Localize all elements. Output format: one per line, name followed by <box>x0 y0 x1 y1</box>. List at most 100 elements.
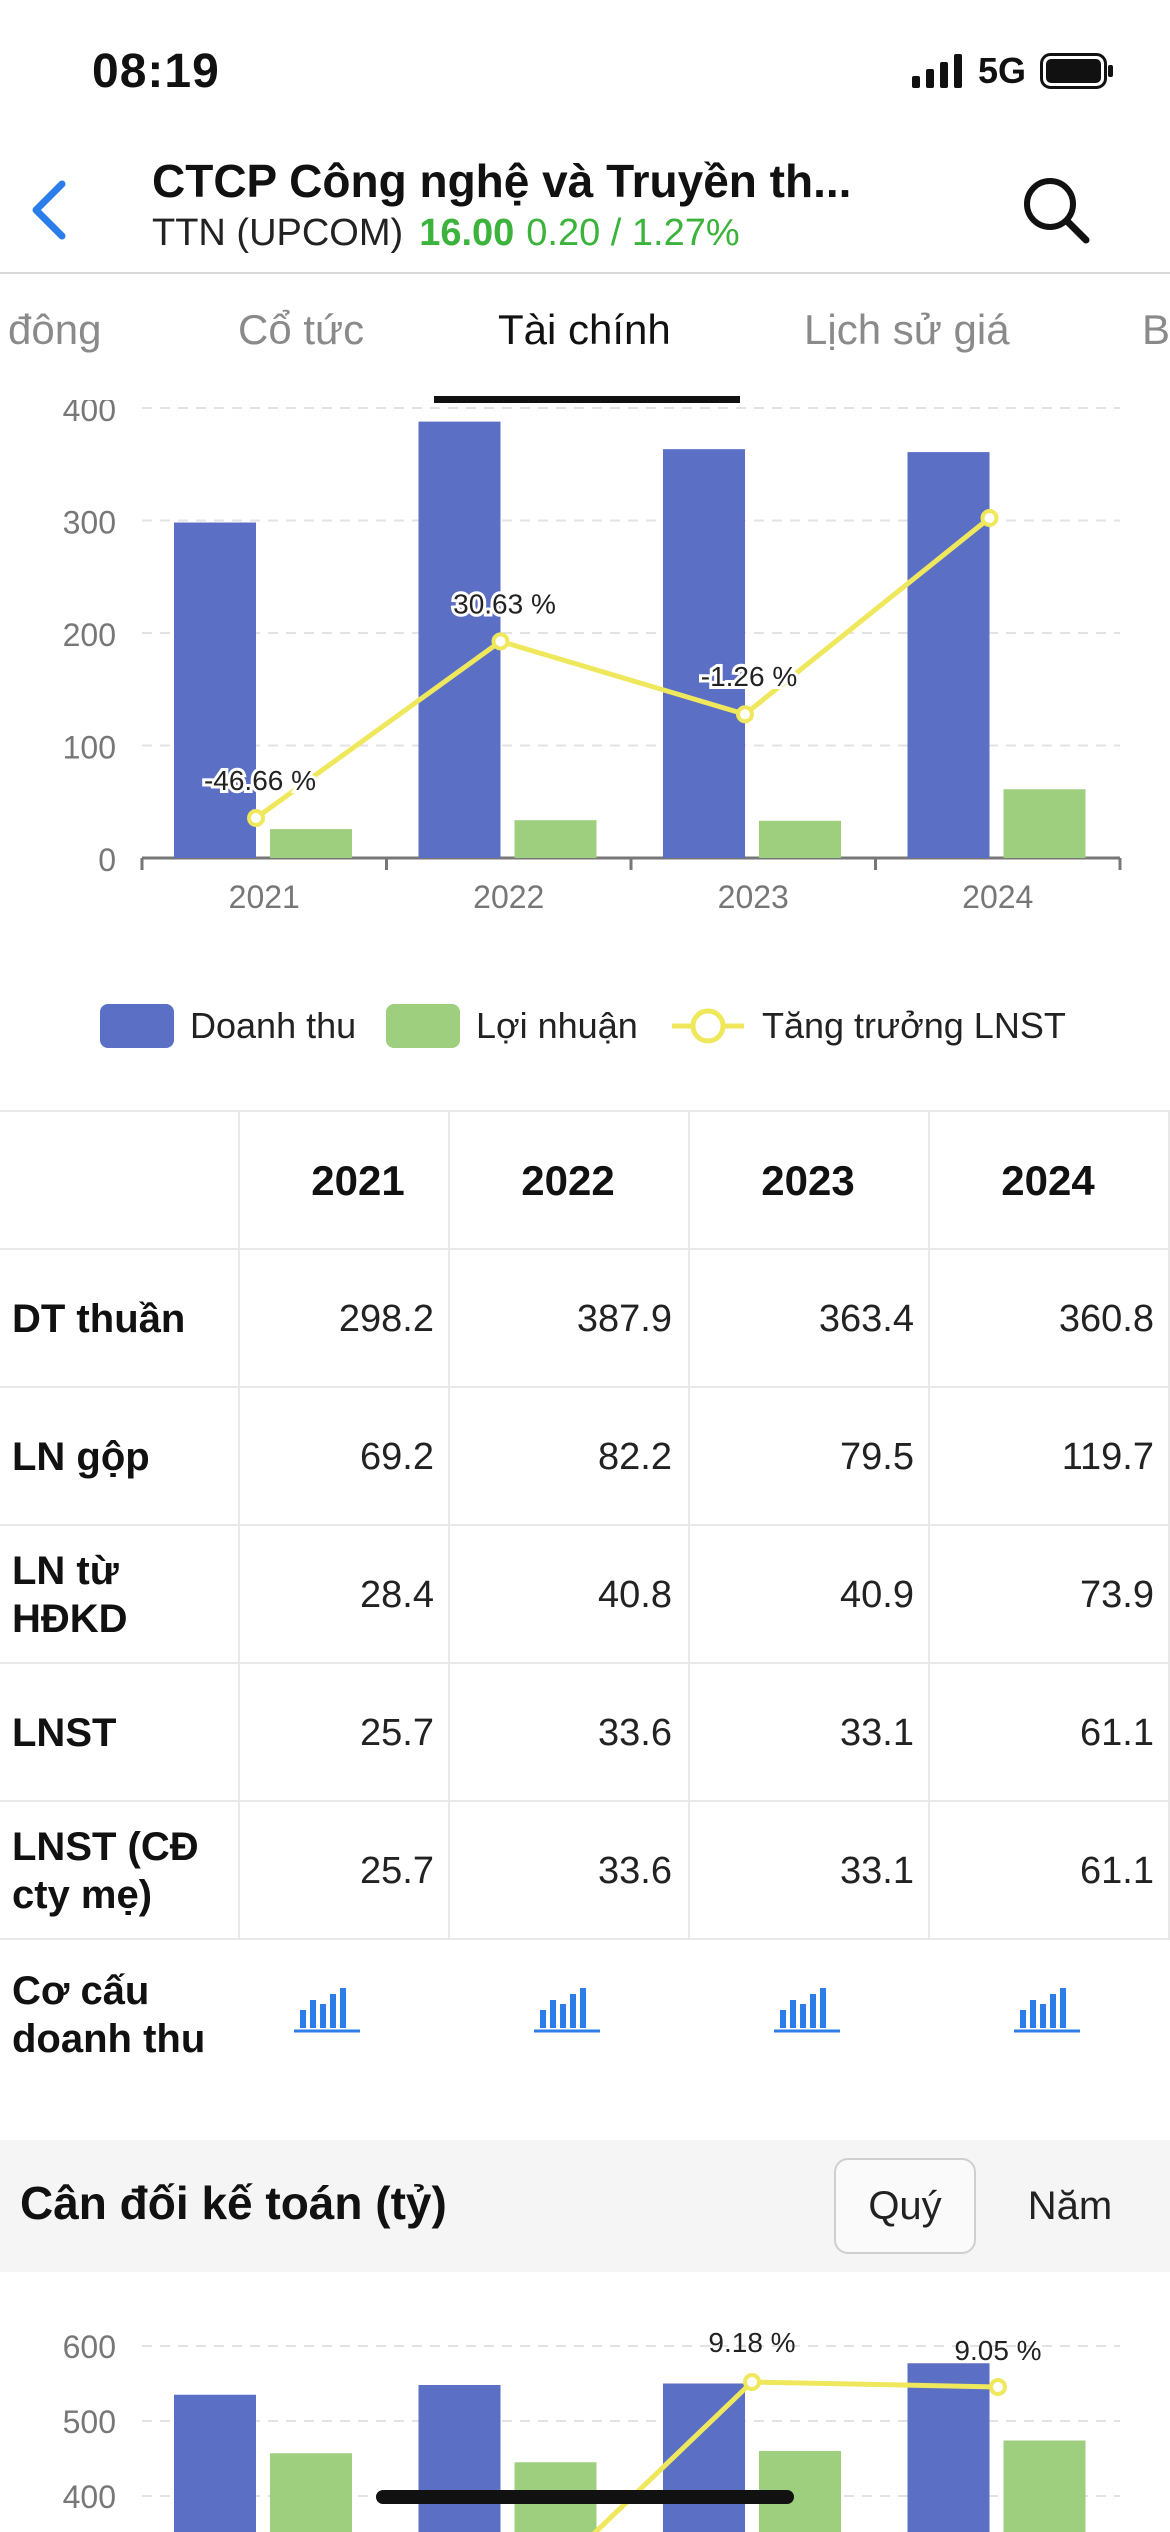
revenue-bar <box>174 522 256 858</box>
legend-growth[interactable]: Tăng trưởng LNST <box>670 1004 1066 1048</box>
tab-dividends[interactable]: Cổ tức <box>238 306 365 353</box>
table-cell: 25.7 <box>360 1711 434 1754</box>
table-cell: 298.2 <box>338 1297 434 1340</box>
table-cell: 387.9 <box>576 1297 672 1340</box>
tab-more[interactable]: B <box>1142 306 1170 353</box>
tab-financials[interactable]: Tài chính <box>498 306 671 353</box>
table-row: LNST 25.7 33.6 33.1 61.1 <box>0 1664 1170 1802</box>
status-icons: 5G <box>911 50 1114 92</box>
table-cell: 360.8 <box>1058 1297 1154 1340</box>
status-bar: 08:19 5G <box>0 0 1170 150</box>
growth-data-label: 9.18 % <box>708 2327 795 2358</box>
table-cell: 33.1 <box>840 1849 914 1892</box>
table-cell: 73.9 <box>1080 1573 1154 1616</box>
growth-data-label: 9.05 % <box>954 2335 1041 2366</box>
revenue-swatch <box>100 1004 174 1048</box>
income-chart: 0 100 200 300 400 2021 2022 2023 2024 -46.66 % 30.… <box>63 400 1122 915</box>
y-tick-label: 100 <box>63 730 116 766</box>
growth-line <box>254 516 992 821</box>
balance-sheet-section: Cân đối kế toán (tỷ) Quý Năm <box>0 2140 1170 2272</box>
quote-line: TTN (UPCOM) 16.00 0.20 / 1.27% <box>152 212 740 255</box>
bar-chart-icon[interactable] <box>772 1984 842 2034</box>
growth-point <box>736 705 754 724</box>
stock-header: CTCP Công nghệ và Truyền th... TTN (UPCO… <box>0 150 1170 274</box>
revenue-bar <box>418 421 501 858</box>
profit-bar <box>270 829 352 858</box>
y-tick-label: 400 <box>63 400 116 428</box>
search-icon <box>1024 178 1090 244</box>
growth-point <box>743 2373 761 2391</box>
bar-chart-icon[interactable] <box>532 1984 602 2034</box>
profit-bar <box>514 820 597 858</box>
quarter-button[interactable]: Quý <box>834 2158 976 2254</box>
x-tick-label: 2021 <box>229 879 300 915</box>
table-row: LNST (CĐ cty mẹ) 25.7 33.6 33.1 61.1 <box>0 1802 1170 1940</box>
x-tick-label: 2022 <box>473 879 544 915</box>
table-cell: 33.6 <box>598 1711 672 1754</box>
table-cell: 33.1 <box>840 1711 914 1754</box>
legend-revenue-label: Doanh thu <box>190 1005 357 1046</box>
row-label: LNST <box>12 1711 117 1755</box>
row-label: DT thuần <box>12 1297 186 1341</box>
x-tick-label: 2024 <box>962 879 1033 915</box>
growth-point <box>491 632 510 651</box>
asset-bar <box>663 2383 745 2532</box>
battery-icon <box>1040 53 1113 89</box>
price-change: 0.20 / 1.27% <box>526 212 740 254</box>
y-tick-label: 300 <box>63 505 116 541</box>
year-header: 2023 <box>761 1157 855 1204</box>
tab-price-history[interactable]: Lịch sử giá <box>804 306 1010 353</box>
growth-point <box>980 509 999 527</box>
row-label: LN từ HĐKD <box>12 1549 128 1641</box>
section-title: Cân đối kế toán (tỷ) <box>20 2177 447 2229</box>
revenue-bar <box>663 449 745 858</box>
table-cell: 28.4 <box>360 1573 434 1616</box>
table-cell: 40.9 <box>840 1573 914 1616</box>
back-button[interactable] <box>16 170 86 250</box>
home-indicator <box>376 2490 794 2504</box>
x-tick-label: 2023 <box>718 879 789 915</box>
column-divider <box>238 1110 240 1940</box>
y-tick-label: 0 <box>98 842 116 878</box>
table-row: DT thuần 298.2 387.9 363.4 360.8 <box>0 1250 1170 1388</box>
table-cell: 79.5 <box>840 1435 914 1478</box>
table-cell: 25.7 <box>360 1849 434 1892</box>
row-label: LN gộp <box>12 1435 150 1479</box>
chart-legend: Doanh thu Lợi nhuận Tăng trưởng LNST <box>0 1000 1170 1070</box>
tab-shareholders[interactable]: đông <box>8 306 102 353</box>
column-divider <box>928 1110 930 1940</box>
column-divider <box>448 1110 450 1940</box>
table-row: LN gộp 69.2 82.2 79.5 119.7 <box>0 1388 1170 1526</box>
balance-chart: 400 500 600 9.18 % 9.05 % <box>63 2327 1120 2532</box>
asset-bar <box>418 2385 501 2532</box>
year-header: 2024 <box>1001 1157 1095 1204</box>
legend-revenue[interactable]: Doanh thu <box>100 1004 356 1048</box>
profit-bar <box>759 820 841 858</box>
active-tab-indicator <box>434 396 740 403</box>
profit-swatch <box>386 1004 460 1048</box>
y-tick-label: 500 <box>63 2404 116 2440</box>
legend-growth-label: Tăng trưởng LNST <box>762 1005 1066 1046</box>
search-button[interactable] <box>1016 170 1096 250</box>
table-cell: 119.7 <box>1061 1435 1154 1478</box>
asset-bar <box>907 2363 990 2532</box>
year-button[interactable]: Năm <box>1027 2183 1113 2228</box>
status-time: 08:19 <box>92 45 220 98</box>
table-cell: 363.4 <box>818 1297 914 1340</box>
legend-profit[interactable]: Lợi nhuận <box>386 1004 638 1048</box>
year-header: 2022 <box>521 1157 615 1204</box>
bar-chart-icon[interactable] <box>1012 1984 1082 2034</box>
table-cell: 69.2 <box>360 1435 434 1478</box>
growth-line-swatch <box>672 1008 744 1044</box>
asset-bar <box>174 2394 256 2532</box>
y-tick-label: 600 <box>63 2329 116 2365</box>
growth-point <box>247 809 265 827</box>
row-label: Cơ cấu doanh thu <box>12 1969 206 2061</box>
growth-point <box>989 2378 1007 2396</box>
bar-chart-icon[interactable] <box>292 1984 362 2034</box>
year-header: 2021 <box>311 1157 405 1204</box>
growth-data-label: -1.26 % <box>701 661 798 692</box>
revenue-mix-row: Cơ cấu doanh thu <box>0 1940 1170 2090</box>
table-cell: 40.8 <box>598 1573 672 1616</box>
growth-data-label: -46.66 % <box>204 765 316 796</box>
